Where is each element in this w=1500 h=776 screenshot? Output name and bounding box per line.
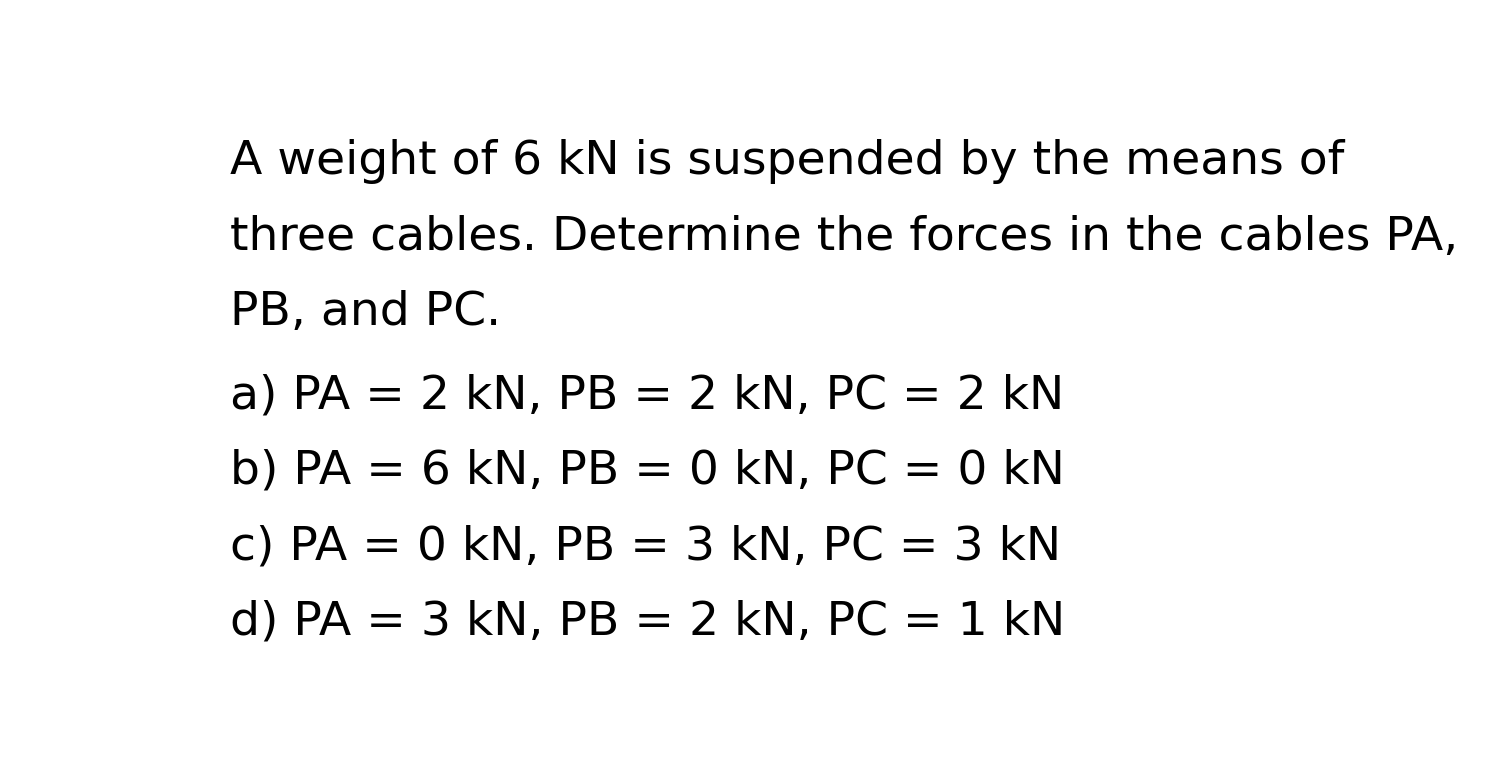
Text: b) PA = 6 kN, PB = 0 kN, PC = 0 kN: b) PA = 6 kN, PB = 0 kN, PC = 0 kN	[230, 449, 1065, 494]
Text: three cables. Determine the forces in the cables PA,: three cables. Determine the forces in th…	[230, 215, 1458, 260]
Text: a) PA = 2 kN, PB = 2 kN, PC = 2 kN: a) PA = 2 kN, PB = 2 kN, PC = 2 kN	[230, 373, 1065, 418]
Text: c) PA = 0 kN, PB = 3 kN, PC = 3 kN: c) PA = 0 kN, PB = 3 kN, PC = 3 kN	[230, 525, 1062, 570]
Text: d) PA = 3 kN, PB = 2 kN, PC = 1 kN: d) PA = 3 kN, PB = 2 kN, PC = 1 kN	[230, 600, 1065, 645]
Text: A weight of 6 kN is suspended by the means of: A weight of 6 kN is suspended by the mea…	[230, 140, 1344, 185]
Text: PB, and PC.: PB, and PC.	[230, 290, 501, 335]
